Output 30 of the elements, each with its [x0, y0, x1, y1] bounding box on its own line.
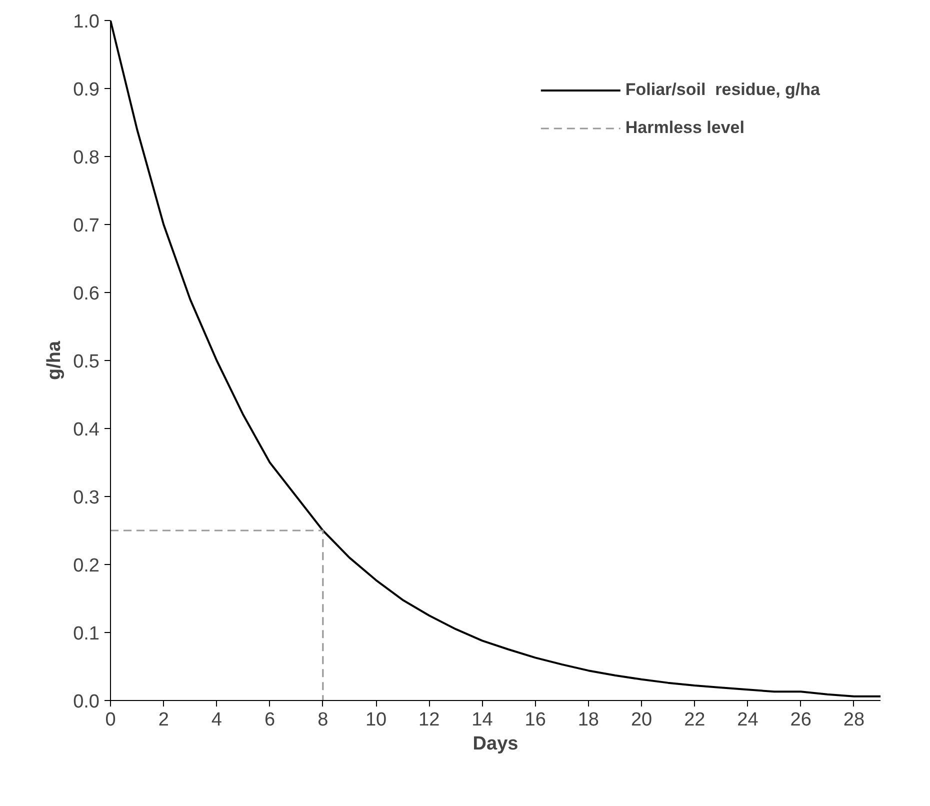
- x-tick-label: 20: [630, 710, 652, 730]
- y-tick-label: 0.1: [73, 624, 100, 644]
- x-tick-label: 16: [524, 710, 546, 730]
- y-tick-label: 0.6: [73, 284, 100, 304]
- y-tick-label: 0.5: [73, 352, 100, 372]
- x-tick-label: 12: [418, 710, 440, 730]
- x-tick-label: 0: [105, 710, 116, 730]
- x-tick-label: 14: [472, 710, 494, 730]
- y-tick-label: 1.0: [73, 12, 100, 32]
- y-tick-label: 0.7: [73, 216, 100, 236]
- x-axis-title: Days: [472, 734, 518, 754]
- x-tick-label: 10: [365, 710, 387, 730]
- y-tick-label: 0.9: [73, 80, 100, 100]
- x-tick-label: 28: [843, 710, 865, 730]
- y-tick-label: 0.0: [73, 692, 100, 712]
- legend-label: Foliar/soil residue, g/ha: [625, 80, 820, 100]
- x-tick-label: 22: [684, 710, 706, 730]
- y-tick-label: 0.2: [73, 556, 100, 576]
- x-tick-label: 6: [264, 710, 276, 730]
- x-tick-label: 24: [737, 710, 759, 730]
- y-tick-label: 0.4: [73, 420, 100, 440]
- y-tick-label: 0.8: [73, 148, 100, 168]
- x-tick-label: 18: [578, 710, 600, 730]
- y-axis-title: g/ha: [44, 340, 66, 380]
- x-tick-label: 26: [790, 710, 812, 730]
- x-tick-label: 4: [211, 710, 222, 730]
- y-tick-label: 0.3: [73, 488, 100, 508]
- x-tick-label: 8: [318, 710, 328, 730]
- x-tick-label: 2: [158, 710, 169, 730]
- legend-label: Harmless level: [625, 118, 744, 138]
